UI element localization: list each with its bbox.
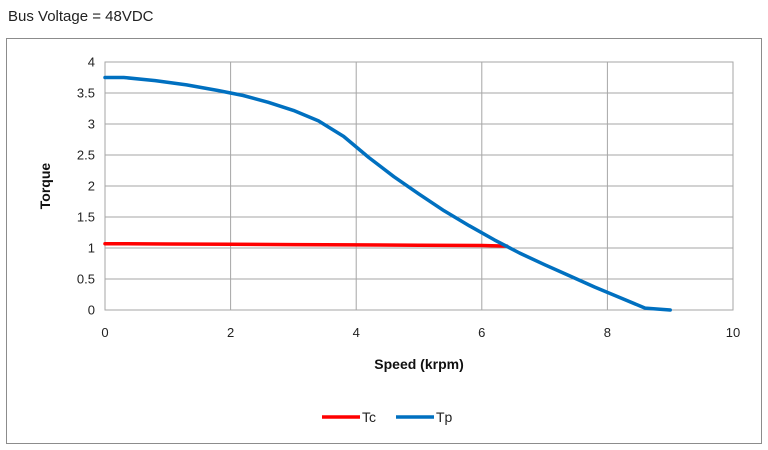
tick-layer: 0 0.5 1 1.5 2 2.5 3 3.5 4 0 2 4 6 8 10 — [77, 55, 740, 341]
chart-caption: Bus Voltage = 48VDC — [8, 8, 154, 25]
y-axis-title: Torque — [37, 163, 53, 210]
y-tick-label: 1.5 — [77, 210, 95, 225]
y-tick-label: 3 — [88, 117, 95, 132]
x-tick-label: 6 — [478, 325, 485, 340]
x-tick-label: 4 — [353, 325, 360, 340]
legend: Tc Tp — [322, 409, 453, 425]
y-tick-label: 0.5 — [77, 272, 95, 287]
y-tick-label: 2 — [88, 179, 95, 194]
y-tick-label: 4 — [88, 55, 95, 70]
y-tick-label: 3.5 — [77, 86, 95, 101]
x-tick-label: 0 — [101, 325, 108, 340]
series-line-tc — [103, 241, 509, 248]
y-tick-label: 2.5 — [77, 148, 95, 163]
legend-label-tp: Tp — [436, 409, 453, 425]
series-layer — [103, 75, 672, 312]
legend-label-tc: Tc — [362, 409, 376, 425]
x-tick-label: 8 — [604, 325, 611, 340]
series-line-tp — [103, 75, 672, 312]
x-tick-label: 10 — [726, 325, 740, 340]
chart-frame — [6, 38, 762, 444]
y-tick-label: 1 — [88, 241, 95, 256]
grid-layer — [104, 61, 734, 311]
y-tick-label: 0 — [88, 303, 95, 318]
x-tick-label: 2 — [227, 325, 234, 340]
x-axis-title: Speed (krpm) — [374, 356, 463, 372]
